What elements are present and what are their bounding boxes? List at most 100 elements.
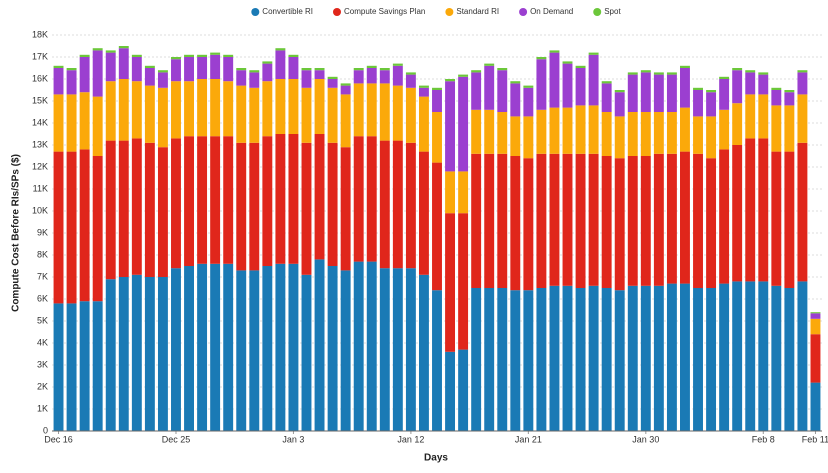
x-tick-label: Jan 30	[632, 434, 659, 444]
bar-segment	[288, 57, 299, 79]
bar-segment	[144, 142, 155, 277]
bar-segment	[758, 94, 769, 139]
bar-segment	[523, 290, 534, 431]
bar-segment	[223, 54, 234, 57]
legend-swatch	[593, 8, 602, 16]
bar-segment	[379, 70, 390, 84]
x-tick-label: Dec 25	[162, 434, 191, 444]
bar-segment	[745, 281, 756, 431]
bar-segment	[288, 79, 299, 134]
bar-segment	[588, 285, 599, 431]
bar-segment	[784, 90, 795, 93]
bar-segment	[171, 57, 181, 60]
bar-segment	[262, 136, 273, 266]
bar-segment	[379, 68, 390, 71]
bar-segment	[340, 83, 351, 86]
x-tick-label: Jan 12	[397, 434, 424, 444]
bar-segment	[536, 59, 547, 110]
bar-segment	[471, 153, 482, 288]
bar-segment	[810, 318, 821, 335]
bar-segment	[536, 153, 547, 288]
bar-segment	[92, 301, 103, 431]
bar-segment	[549, 50, 560, 53]
bar-segment	[340, 85, 351, 95]
bar-segment	[314, 134, 325, 260]
bar-segment	[510, 116, 521, 156]
bar-segment	[301, 87, 312, 143]
bar-segment	[197, 136, 208, 264]
bar-segment	[445, 81, 456, 172]
bar-segment	[693, 90, 703, 117]
bar-segment	[79, 149, 90, 302]
bar-segment	[184, 136, 194, 266]
bar-segment	[732, 70, 743, 104]
bar-segment	[366, 83, 377, 137]
bar-segment	[66, 151, 77, 304]
bar-segment	[523, 116, 534, 159]
bar-segment	[184, 57, 194, 82]
bar-segment	[236, 68, 247, 71]
bar-segment	[758, 138, 769, 282]
bar-segment	[693, 116, 703, 154]
bar-segment	[510, 81, 521, 84]
bar-segment	[66, 68, 77, 71]
bar-segment	[614, 158, 625, 291]
bar-segment	[223, 81, 234, 137]
bar-segment	[745, 70, 756, 73]
bar-segment	[471, 72, 482, 110]
y-tick-label: 12K	[32, 161, 48, 171]
bar-segment	[614, 116, 625, 159]
bar-segment	[301, 68, 312, 71]
bar-segment	[210, 136, 221, 264]
bar-segment	[653, 112, 664, 154]
bar-segment	[327, 76, 338, 79]
bar-segment	[144, 85, 155, 143]
bar-segment	[797, 70, 808, 73]
legend-label: On Demand	[530, 7, 573, 16]
bar-segment	[105, 81, 116, 141]
bar-segment	[575, 288, 586, 431]
bar-segment	[418, 96, 429, 152]
bar-segment	[523, 158, 534, 291]
bar-segment	[392, 268, 403, 431]
bar-segment	[771, 87, 782, 90]
bar-segment	[79, 301, 90, 431]
bar-segment	[66, 94, 77, 152]
bar-segment	[458, 213, 469, 350]
bar-segment	[171, 81, 181, 139]
bar-segment	[719, 283, 730, 431]
bar-segment	[275, 134, 286, 264]
bar-segment	[706, 116, 717, 159]
bar-segment	[510, 83, 521, 117]
bar-segment	[366, 136, 377, 262]
bar-segment	[653, 74, 664, 112]
bar-segment	[353, 83, 364, 137]
bar-segment	[131, 81, 142, 139]
bar-segment	[627, 112, 638, 156]
bar-segment	[758, 74, 769, 95]
bar-segment	[745, 94, 756, 139]
bar-segment	[784, 288, 795, 431]
bar-segment	[601, 288, 612, 431]
bar-segment	[79, 54, 90, 57]
bar-segment	[471, 288, 482, 431]
bar-segment	[536, 288, 547, 431]
bar-segment	[92, 156, 103, 302]
bar-segment	[640, 70, 651, 73]
bar-segment	[601, 112, 612, 156]
x-tick-label: Jan 3	[282, 434, 304, 444]
bar-segment	[575, 105, 586, 154]
bar-segment	[732, 68, 743, 71]
y-tick-label: 17K	[32, 51, 48, 61]
bar-segment	[92, 50, 103, 97]
bar-segment	[366, 65, 377, 68]
bar-segment	[588, 52, 599, 55]
bar-segment	[184, 54, 194, 57]
bar-segment	[366, 261, 377, 431]
bar-segment	[288, 263, 299, 431]
bar-segment	[562, 107, 573, 154]
bar-segment	[314, 68, 325, 71]
bar-segment	[353, 70, 364, 84]
bar-segment	[497, 70, 508, 112]
